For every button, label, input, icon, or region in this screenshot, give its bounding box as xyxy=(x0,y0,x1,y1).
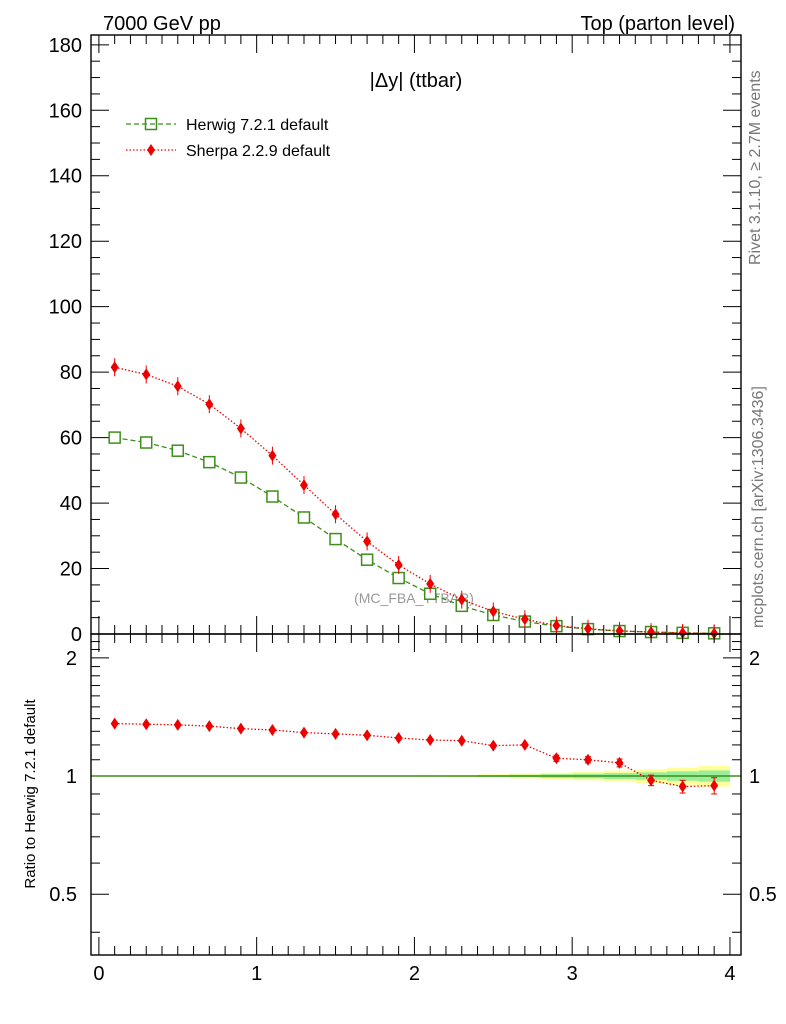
main-panel: 0 20 40 60 80 100 120 140 160 180 |Δy| (ttbar) (M… xyxy=(49,34,742,646)
ratio-frame xyxy=(90,633,742,956)
sherpa-point xyxy=(394,558,403,571)
x-tick-label: 3 xyxy=(567,963,578,985)
herwig-point xyxy=(203,455,216,469)
x-tick-label: 4 xyxy=(724,963,735,985)
y-tick-label: 100 xyxy=(49,297,82,319)
sherpa-point xyxy=(236,422,245,435)
sherpa-point xyxy=(268,449,277,462)
sherpa-point xyxy=(678,626,687,639)
sherpa-ratio-point xyxy=(205,720,214,733)
ratio-y-tick-label: 1 xyxy=(66,766,77,788)
sherpa-ratio-point xyxy=(363,729,372,742)
y-tick-label: 0 xyxy=(71,624,82,646)
sherpa-ratio-point xyxy=(110,717,119,730)
sherpa-ratio-point xyxy=(520,738,529,751)
herwig-point xyxy=(360,553,374,566)
sherpa-ratio-point xyxy=(583,753,592,766)
sherpa-ratio-point xyxy=(394,731,403,744)
sherpa-line xyxy=(114,366,715,635)
mcplots-label: mcplots.cern.ch [arXiv:1306.3436] xyxy=(750,386,767,628)
y-tick-label: 120 xyxy=(49,231,82,253)
sherpa-ratio-point xyxy=(331,727,340,740)
sherpa-point xyxy=(331,508,340,521)
y-tick-label: 20 xyxy=(60,559,82,581)
sherpa-ratio-point xyxy=(426,734,435,747)
x-tick-label: 2 xyxy=(409,963,420,985)
analysis-tag: (MC_FBA_TTBAR) xyxy=(354,590,474,606)
herwig-point xyxy=(266,490,279,503)
main-series xyxy=(108,358,721,643)
sherpa-ratio-point xyxy=(710,779,719,792)
herwig-point xyxy=(329,532,342,546)
sherpa-ratio-point xyxy=(299,726,308,739)
sherpa-ratio-point xyxy=(678,780,687,793)
sherpa-point xyxy=(299,479,308,492)
sherpa-point xyxy=(489,605,498,618)
herwig-point xyxy=(234,471,248,484)
legend-sherpa-label: Sherpa 2.2.9 default xyxy=(186,143,331,160)
herwig-point xyxy=(297,511,311,524)
herwig-point xyxy=(392,571,405,585)
ratio-y-tick-label: 0.5 xyxy=(49,884,77,906)
ratio-ylabel: Ratio to Herwig 7.2.1 default xyxy=(22,699,39,889)
sherpa-point xyxy=(457,593,466,606)
herwig-point xyxy=(171,444,185,457)
sherpa-point xyxy=(110,361,119,374)
rivet-label: Rivet 3.1.10, ≥ 2.7M events xyxy=(747,70,764,265)
sherpa-point xyxy=(552,619,561,632)
legend: Herwig 7.2.1 default Sherpa 2.2.9 defaul… xyxy=(126,117,331,160)
sherpa-point xyxy=(520,613,529,626)
sherpa-point xyxy=(426,577,435,590)
sherpa-point xyxy=(173,380,182,393)
sherpa-ratio-point xyxy=(647,774,656,787)
sherpa-ratio-point xyxy=(552,752,561,765)
sherpa-point xyxy=(142,368,151,381)
ratio-y-tick-label-right: 0.5 xyxy=(749,884,777,906)
legend-sherpa-marker xyxy=(147,144,155,156)
main-chart-title: |Δy| (ttbar) xyxy=(370,70,463,92)
herwig-point xyxy=(139,436,153,449)
ratio-y-tick-label-right: 1 xyxy=(749,766,760,788)
sherpa-ratio-point xyxy=(457,734,466,747)
sherpa-ratio-point xyxy=(489,739,498,752)
sherpa-point xyxy=(583,622,592,635)
ratio-y-tick-label: 2 xyxy=(66,648,77,670)
x-tick-label: 0 xyxy=(93,963,104,985)
ratio-panel: 0.5 0.5 1 1 2 2 0 1 2 3 4 xyxy=(49,633,777,985)
sherpa-ratio-point xyxy=(615,756,624,769)
sherpa-ratio-point xyxy=(268,723,277,736)
legend-herwig-marker xyxy=(144,117,158,131)
legend-herwig-label: Herwig 7.2.1 default xyxy=(186,117,329,134)
main-tick-labels: 0 20 40 60 80 100 120 140 160 180 xyxy=(49,35,82,646)
ratio-series xyxy=(91,717,741,795)
herwig-point xyxy=(108,431,121,444)
ratio-tick-labels: 0.5 0.5 1 1 2 2 0 1 2 3 4 xyxy=(49,648,777,985)
y-tick-label: 160 xyxy=(49,100,82,122)
x-tick-label: 1 xyxy=(251,963,262,985)
header-left-label: 7000 GeV pp xyxy=(103,13,221,35)
ratio-axis-ticks xyxy=(91,634,741,955)
y-tick-label: 80 xyxy=(60,362,82,384)
sherpa-point xyxy=(363,535,372,548)
ratio-y-tick-label-right: 2 xyxy=(749,648,760,670)
sherpa-ratio-point xyxy=(173,718,182,731)
sherpa-ratio-point xyxy=(236,722,245,735)
y-tick-label: 180 xyxy=(49,35,82,57)
y-tick-label: 60 xyxy=(60,428,82,450)
header-right-label: Top (parton level) xyxy=(580,13,735,35)
sherpa-point xyxy=(205,398,214,411)
sherpa-point xyxy=(647,626,656,639)
sherpa-ratio-point xyxy=(142,718,151,731)
y-tick-label: 140 xyxy=(49,166,82,188)
y-tick-label: 40 xyxy=(60,493,82,515)
